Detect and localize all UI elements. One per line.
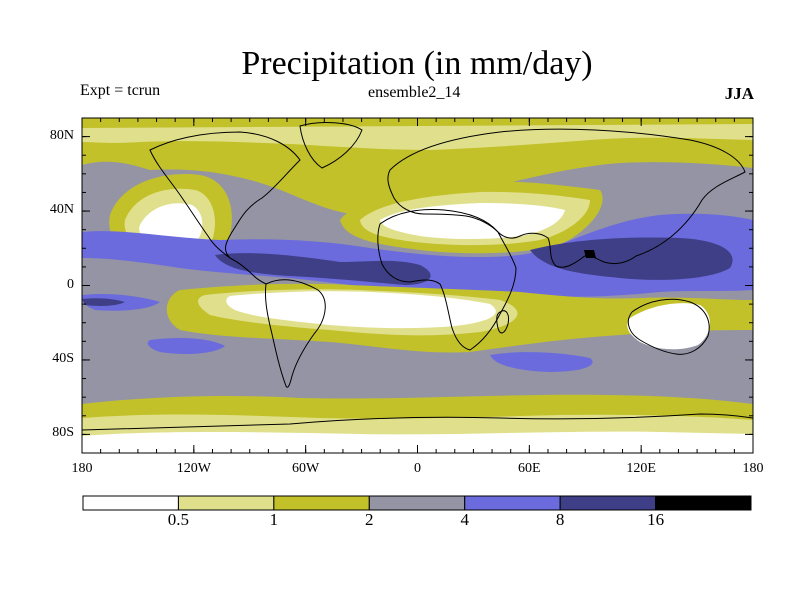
greenland-coast (299, 122, 363, 169)
south-america-coast (265, 279, 326, 388)
precip-band-8-16-epac (82, 298, 125, 306)
colorbar-swatch (655, 495, 752, 511)
experiment-label: Expt = tcrun (80, 82, 161, 99)
precip-band-0-05-australia (627, 303, 710, 350)
colorbar-swatch (368, 495, 466, 511)
lat-tick-label: 40N (49, 202, 74, 218)
lat-tick-label: 40S (52, 350, 74, 366)
colorbar-swatch (559, 495, 657, 511)
lat-tick-label: 0 (67, 276, 74, 292)
lon-tick-label: 120E (626, 461, 656, 476)
colorbar-label: 2 (365, 510, 374, 529)
colorbar-swatch (273, 495, 370, 511)
madagascar-coast (496, 310, 509, 334)
lon-tick-label: 0 (414, 461, 421, 476)
antarctica-coast (82, 413, 753, 431)
colorbar-swatch (464, 495, 561, 511)
season-label: JJA (724, 84, 754, 103)
colorbar-label: 0.5 (167, 510, 190, 529)
colorbar-swatch (82, 495, 179, 511)
precip-band-4-8-spac (147, 338, 225, 354)
lon-tick-label: 120W (176, 461, 211, 476)
precip-band-4-8-sind (490, 352, 593, 372)
africa-coast (377, 209, 517, 351)
precip-band-8-16-itcz (215, 253, 431, 285)
map-title: Precipitation (in mm/day) (241, 45, 593, 82)
precip-band-0-05-sahara (380, 203, 565, 239)
precip-band-0-05-ssub (226, 291, 496, 329)
precip-band-0-05-south (82, 431, 753, 453)
lat-tick-label: 80S (52, 425, 74, 441)
eurasia-coast (387, 128, 746, 268)
colorbar-label: 8 (555, 510, 565, 529)
precip-field (82, 118, 753, 453)
lon-tick-label: 180 (742, 461, 764, 476)
precip-band-05-1-north (82, 124, 753, 150)
central-america-coast (229, 257, 267, 285)
lon-tick-label: 60W (292, 461, 320, 476)
coastlines (82, 122, 753, 431)
colorbar-label: 1 (269, 510, 279, 529)
precip-band-16-plus (584, 250, 596, 258)
precip-band-4-8-itcz (82, 213, 753, 297)
axis-ticks (81, 117, 754, 454)
north-america-coast (149, 131, 301, 259)
lon-tick-label: 60E (518, 461, 541, 476)
colorbar-label: 4 (460, 510, 469, 529)
colorbar-swatch (177, 495, 275, 511)
colorbar-label: 16 (647, 510, 665, 529)
ensemble-label: ensemble2_14 (368, 84, 461, 101)
australia-coast (627, 298, 710, 355)
lon-tick-label: 180 (71, 461, 93, 476)
lat-tick-label: 80N (49, 127, 74, 143)
colorbar (82, 495, 752, 511)
